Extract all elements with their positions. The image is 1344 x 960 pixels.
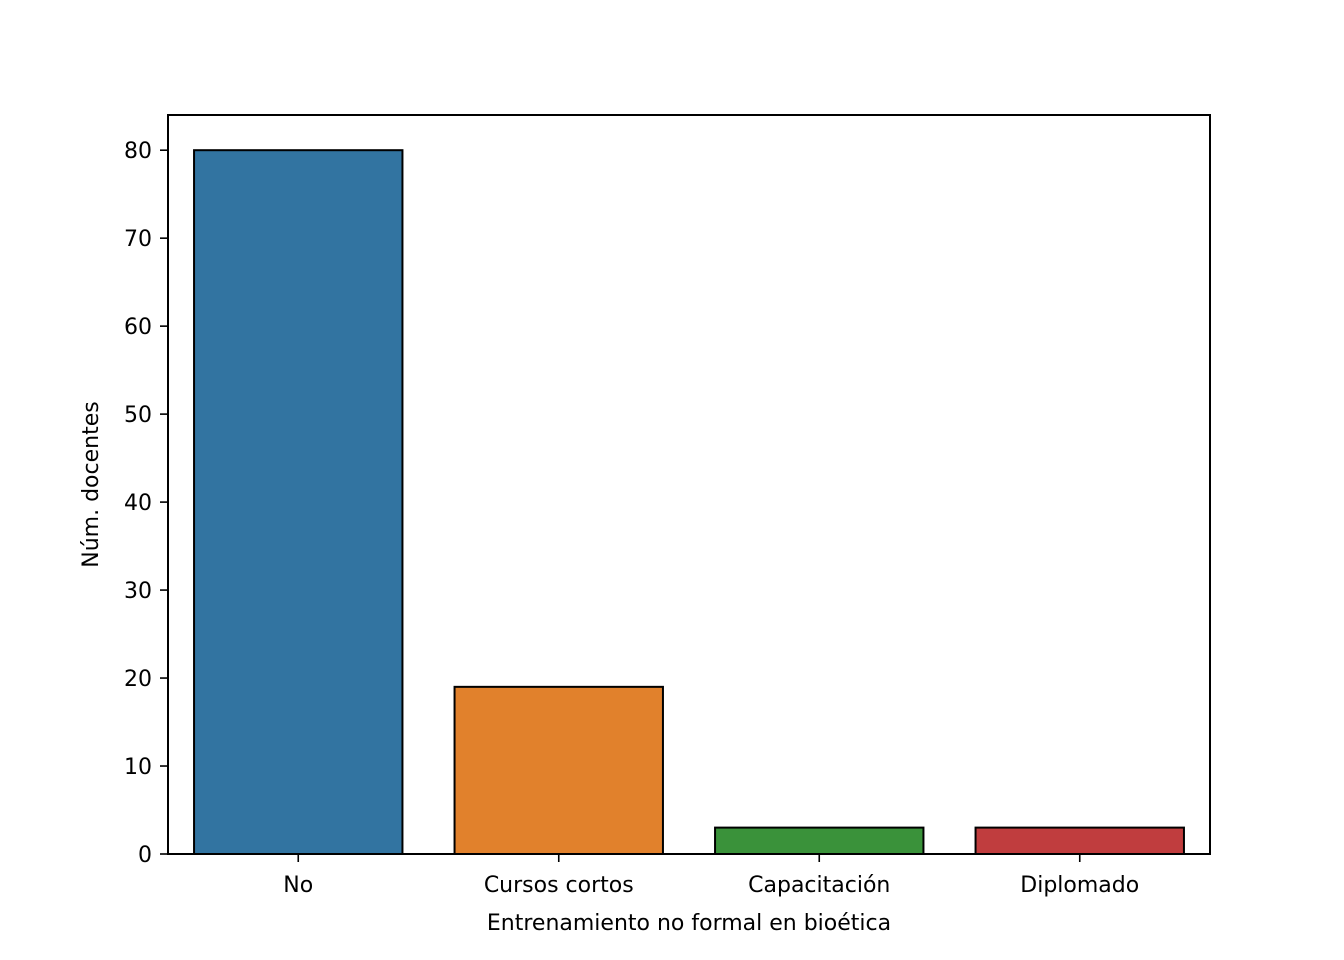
y-tick-label-7: 70 <box>124 227 152 252</box>
x-tick-label-0: No <box>283 873 313 898</box>
y-axis-label: Núm. docentes <box>79 401 104 567</box>
y-tick-label-2: 20 <box>124 667 152 692</box>
x-tick-label-2: Capacitación <box>748 873 890 898</box>
y-tick-label-4: 40 <box>124 491 152 516</box>
y-tick-label-6: 60 <box>124 315 152 340</box>
y-tick-label-3: 30 <box>124 579 152 604</box>
x-tick-label-3: Diplomado <box>1020 873 1139 898</box>
y-tick-label-8: 80 <box>124 139 152 164</box>
ticks-layer: No Cursos cortos Capacitación Diplomado 0 10 2… <box>124 139 1139 898</box>
bar-2 <box>714 826 925 855</box>
x-tick-label-1: Cursos cortos <box>484 873 634 898</box>
bar-3 <box>974 826 1185 855</box>
y-tick-label-0: 0 <box>138 843 152 868</box>
bar-0 <box>193 149 404 855</box>
bar-1 <box>453 685 664 855</box>
y-tick-label-1: 10 <box>124 755 152 780</box>
plot-frame <box>167 114 1211 855</box>
y-tick-label-5: 50 <box>124 403 152 428</box>
bars-layer <box>193 149 1185 855</box>
x-axis-label: Entrenamiento no formal en bioética <box>487 911 891 936</box>
